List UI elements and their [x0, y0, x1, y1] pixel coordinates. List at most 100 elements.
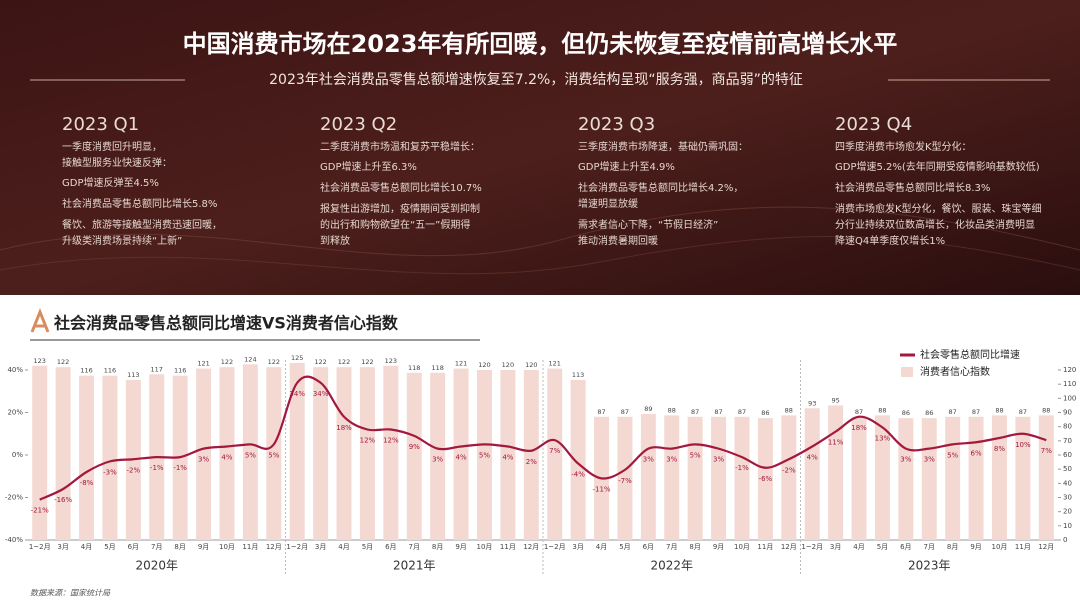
line-label: 5%: [245, 451, 256, 459]
bar-label: 87: [949, 408, 957, 416]
bar: [734, 416, 750, 540]
x-tick-label: 7月: [151, 543, 162, 551]
bar: [570, 379, 586, 540]
bar-label: 122: [268, 358, 280, 366]
line-label: 12%: [360, 437, 376, 445]
quarter-point: GDP增速5.2%(去年同期受疫情影响基数较低): [835, 160, 1040, 173]
bar-label: 87: [714, 408, 722, 416]
x-tick-label: 12月: [266, 543, 282, 551]
bar-label: 120: [478, 361, 490, 369]
quarter-intro: 四季度消费市场愈发K型分化：: [835, 140, 972, 153]
x-tick-label: 7月: [924, 543, 935, 551]
bar-label: 125: [291, 354, 303, 362]
bar-label: 118: [431, 364, 443, 372]
bar-label: 113: [127, 371, 139, 379]
line-label: 3%: [924, 456, 935, 464]
y2-tick-label: 120: [1063, 366, 1076, 374]
line-label: 10%: [1015, 441, 1031, 449]
y2-tick-label: 0: [1063, 536, 1067, 544]
line-label: -16%: [54, 496, 72, 504]
bar-label: 121: [548, 360, 560, 368]
bar: [687, 416, 703, 540]
bar: [79, 375, 95, 540]
quarter-title: 2023 Q1: [62, 114, 139, 135]
y2-tick-label: 10: [1063, 522, 1072, 530]
quarter-point: 降速Q4单季度仅增长1%: [835, 234, 945, 247]
line-label: 5%: [690, 451, 701, 459]
x-tick-label: 12月: [781, 543, 797, 551]
bar-label: 113: [572, 371, 584, 379]
line-label: 7%: [549, 447, 560, 455]
quarter-point: 需求者信心下降，“节假日经济”: [578, 218, 718, 231]
bar: [617, 416, 633, 540]
y2-tick-label: 110: [1063, 380, 1076, 388]
x-tick-label: 9月: [455, 543, 466, 551]
quarter-point: GDP增速上升至6.3%: [320, 160, 417, 173]
bar: [406, 372, 422, 540]
line-label: 9%: [409, 443, 420, 451]
bar-label: 87: [621, 408, 629, 416]
y2-tick-label: 90: [1063, 409, 1072, 417]
bar-label: 87: [691, 408, 699, 416]
line-label: -21%: [31, 507, 49, 515]
year-label: 2021年: [393, 559, 436, 573]
line-label: 7%: [1041, 447, 1052, 455]
y2-tick-label: 50: [1063, 465, 1072, 473]
quarter-intro: 二季度消费市场温和复苏平稳增长：: [320, 140, 480, 153]
bar-label: 86: [925, 409, 933, 417]
quarter-point: 到释放: [320, 234, 350, 247]
y2-tick-label: 80: [1063, 423, 1072, 431]
x-tick-label: 10月: [477, 543, 493, 551]
x-tick-label: 6月: [643, 543, 654, 551]
line-label: 11%: [828, 439, 844, 447]
bar: [1015, 416, 1031, 540]
bar-label: 116: [104, 367, 116, 375]
quarter-point: 增速明显放缓: [578, 197, 638, 210]
bar: [874, 415, 890, 540]
bar: [945, 416, 961, 540]
quarter-point: GDP增速上升至4.9%: [578, 160, 675, 173]
bar: [991, 415, 1007, 540]
x-tick-label: 6月: [128, 543, 139, 551]
line-label: 2%: [526, 458, 537, 466]
bar-label: 120: [502, 361, 514, 369]
bar-label: 93: [808, 399, 816, 407]
bar: [383, 365, 399, 540]
line-label: 34%: [289, 390, 305, 398]
bar: [781, 415, 797, 540]
line-label: 13%: [875, 434, 891, 442]
quarter-point: 社会消费品零售总额同比增长4.2%，: [578, 181, 743, 194]
x-tick-label: 5月: [619, 543, 630, 551]
bar: [453, 368, 469, 540]
bar: [476, 370, 492, 540]
x-tick-label: 1~2月: [29, 543, 51, 551]
quarter-point: 的出行和购物欲望在“五一”假期得: [320, 218, 470, 231]
x-tick-label: 12月: [523, 543, 539, 551]
bar-label: 122: [57, 358, 69, 366]
bar: [32, 365, 48, 540]
bar: [851, 416, 867, 540]
title: 中国消费市场在2023年有所回暖，但仍未恢复至疫情前高增长水平: [183, 30, 898, 58]
x-tick-label: 9月: [198, 543, 209, 551]
y2-tick-label: 30: [1063, 494, 1072, 502]
line-label: 5%: [268, 451, 279, 459]
bar: [219, 367, 235, 540]
bar-label: 120: [525, 361, 537, 369]
x-tick-label: 11月: [500, 543, 516, 551]
quarter-point: 分行业持续双位数高增长，化妆品类消费明显: [835, 218, 1035, 231]
line-label: 3%: [900, 456, 911, 464]
quarter-title: 2023 Q2: [320, 114, 397, 135]
x-tick-label: 12月: [1038, 543, 1054, 551]
line-label: 18%: [851, 424, 867, 432]
x-tick-label: 4月: [81, 543, 92, 551]
chart-title: 社会消费品零售总额同比增速VS消费者信心指数: [53, 314, 399, 333]
x-tick-label: 1~2月: [544, 543, 566, 551]
line-label: 18%: [336, 424, 352, 432]
x-tick-label: 11月: [242, 543, 258, 551]
x-tick-label: 1~2月: [286, 543, 308, 551]
line-label: -8%: [80, 479, 94, 487]
x-tick-label: 8月: [432, 543, 443, 551]
line-label: 4%: [221, 454, 232, 462]
bar: [289, 362, 305, 540]
bar: [523, 370, 539, 540]
